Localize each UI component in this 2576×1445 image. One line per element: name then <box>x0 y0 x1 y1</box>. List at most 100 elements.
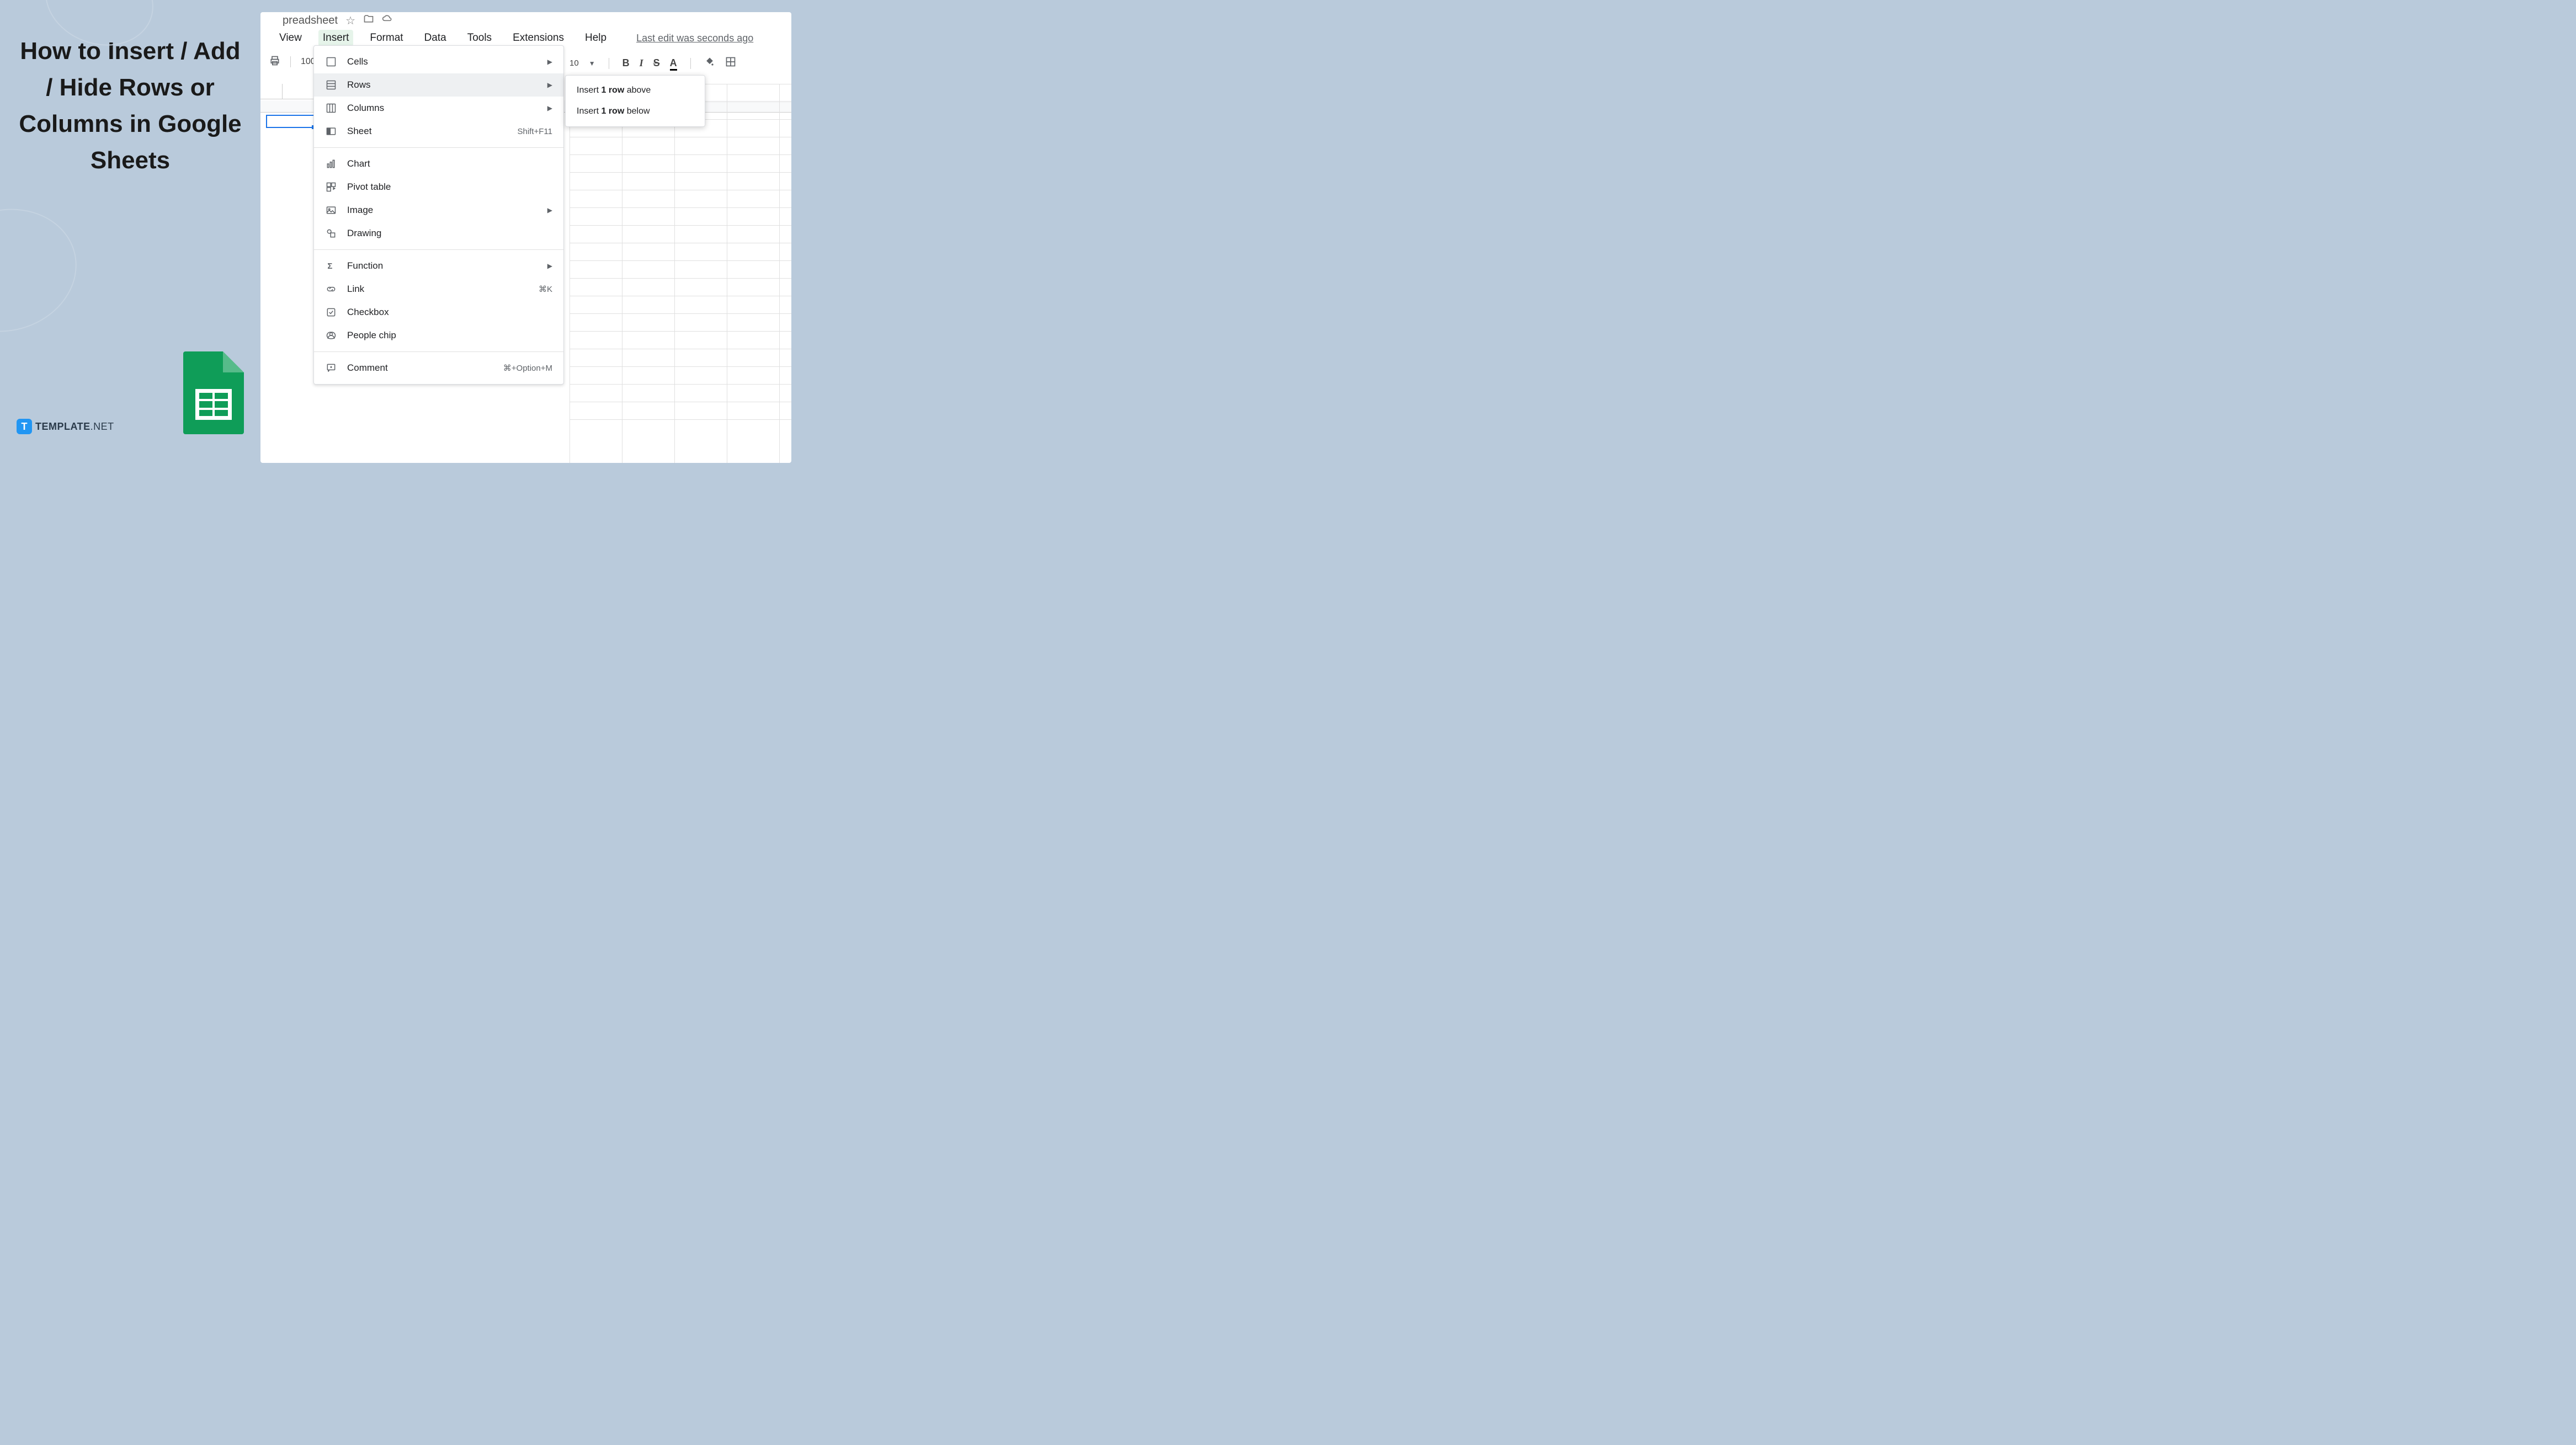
selected-cell[interactable] <box>266 115 315 128</box>
menu-item-label: Rows <box>347 79 543 90</box>
menu-data[interactable]: Data <box>420 30 451 46</box>
menu-item-label: Pivot table <box>347 182 552 193</box>
rows-submenu-item[interactable]: Insert 1 row below <box>566 101 705 122</box>
tutorial-title: How to Insert / Add / Hide Rows or Colum… <box>17 33 244 179</box>
grid-line <box>570 384 791 385</box>
chart-icon <box>325 158 337 170</box>
rows-icon <box>325 79 337 91</box>
grid-line <box>570 366 791 367</box>
drawing-icon <box>325 227 337 239</box>
link-icon <box>325 283 337 295</box>
grid-line <box>570 172 791 173</box>
menu-help[interactable]: Help <box>581 30 611 46</box>
menu-item-label: Image <box>347 205 543 216</box>
grid-line <box>570 278 791 279</box>
brand-logo: T TEMPLATE.NET <box>17 419 114 434</box>
menu-item-label: Link <box>347 284 539 295</box>
vertical-divider <box>690 58 691 69</box>
menu-item-label: Columns <box>347 103 543 114</box>
menu-item-label: Comment <box>347 362 503 374</box>
insert-chart[interactable]: Chart <box>314 152 563 175</box>
menu-view[interactable]: View <box>275 30 306 46</box>
menu-insert[interactable]: Insert <box>318 30 354 46</box>
menu-item-label: Function <box>347 260 543 271</box>
submenu-arrow-icon: ▶ <box>547 81 552 89</box>
keyboard-shortcut: Shift+F11 <box>517 127 552 136</box>
insert-drawing[interactable]: Drawing <box>314 222 563 245</box>
spreadsheet-grid[interactable] <box>570 84 791 463</box>
font-size-value[interactable]: 10 <box>570 58 579 68</box>
insert-pivot-table[interactable]: Pivot table <box>314 175 563 199</box>
insert-link[interactable]: Link⌘K <box>314 278 563 301</box>
insert-function[interactable]: Σ Function ▶ <box>314 254 563 278</box>
insert-people-chip[interactable]: People chip <box>314 324 563 347</box>
italic-button[interactable]: I <box>640 57 643 69</box>
brand-text: TEMPLATE.NET <box>35 421 114 433</box>
google-sheets-logo <box>183 351 244 434</box>
grid-line <box>570 207 791 208</box>
menubar: View Insert Format Data Tools Extensions Help L… <box>275 30 753 46</box>
insert-comment[interactable]: Comment⌘+Option+M <box>314 356 563 380</box>
grid-line <box>674 84 675 463</box>
cloud-icon[interactable] <box>382 13 393 28</box>
menu-item-label: Drawing <box>347 228 552 239</box>
vertical-divider <box>290 56 291 67</box>
pivot-icon <box>325 181 337 193</box>
left-info-panel: How to Insert / Add / Hide Rows or Colum… <box>0 0 260 451</box>
submenu-arrow-icon: ▶ <box>547 58 552 66</box>
keyboard-shortcut: ⌘K <box>539 284 552 294</box>
checkbox-icon <box>325 306 337 318</box>
borders-icon[interactable] <box>725 56 736 70</box>
insert-cells[interactable]: Cells ▶ <box>314 50 563 73</box>
dropdown-arrow-icon[interactable]: ▼ <box>589 60 595 67</box>
rows-submenu-item[interactable]: Insert 1 row above <box>566 80 705 101</box>
image-icon <box>325 204 337 216</box>
grid-line <box>570 331 791 332</box>
folder-icon[interactable] <box>363 13 374 28</box>
cells-icon <box>325 56 337 68</box>
svg-text:Σ: Σ <box>327 262 332 271</box>
decorative-squiggle <box>0 193 91 348</box>
menu-divider <box>314 249 563 250</box>
people-icon <box>325 329 337 342</box>
menu-item-label: Chart <box>347 158 552 169</box>
sheet-icon <box>325 125 337 137</box>
menu-format[interactable]: Format <box>365 30 407 46</box>
menu-item-label: Checkbox <box>347 307 552 318</box>
insert-rows[interactable]: Rows ▶ <box>314 73 563 97</box>
grid-line <box>570 154 791 155</box>
submenu-arrow-icon: ▶ <box>547 206 552 214</box>
brand-suffix: .NET <box>91 421 114 432</box>
menu-tools[interactable]: Tools <box>463 30 496 46</box>
left-bottom-row: T TEMPLATE.NET <box>17 351 244 434</box>
toolbar-right: 10 ▼ B I S A <box>570 56 736 70</box>
function-icon: Σ <box>325 260 337 272</box>
insert-checkbox[interactable]: Checkbox <box>314 301 563 324</box>
bold-button[interactable]: B <box>622 57 630 69</box>
fill-color-icon[interactable] <box>704 56 715 70</box>
comment-icon <box>325 362 337 374</box>
keyboard-shortcut: ⌘+Option+M <box>503 363 552 373</box>
doc-title-fragment: preadsheet <box>283 14 338 27</box>
last-edit-link[interactable]: Last edit was seconds ago <box>636 33 753 44</box>
print-icon[interactable] <box>269 55 280 68</box>
grid-line <box>570 260 791 261</box>
strikethrough-button[interactable]: S <box>653 57 660 69</box>
brand-name: TEMPLATE <box>35 421 91 432</box>
menu-divider <box>314 351 563 352</box>
grid-line <box>570 225 791 226</box>
menu-divider <box>314 147 563 148</box>
insert-sheet[interactable]: SheetShift+F11 <box>314 120 563 143</box>
sheets-screenshot: preadsheet ☆ View Insert Format Data Tools Ex… <box>260 12 791 463</box>
menu-item-label: Cells <box>347 56 543 67</box>
grid-line <box>570 419 791 420</box>
star-icon[interactable]: ☆ <box>345 14 355 28</box>
submenu-arrow-icon: ▶ <box>547 262 552 270</box>
cell-reference-box[interactable] <box>260 84 283 99</box>
insert-columns[interactable]: Columns▶ <box>314 97 563 120</box>
menu-extensions[interactable]: Extensions <box>508 30 568 46</box>
insert-image[interactable]: Image ▶ <box>314 199 563 222</box>
text-color-button[interactable]: A <box>670 57 677 69</box>
grid-line <box>779 84 780 463</box>
doc-title-bar: preadsheet ☆ <box>283 13 393 28</box>
